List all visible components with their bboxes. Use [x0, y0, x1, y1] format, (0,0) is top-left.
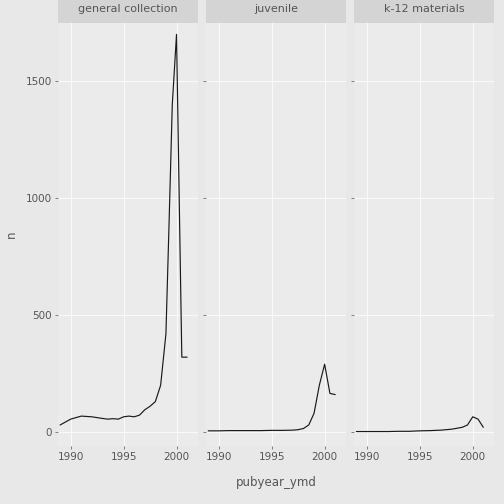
FancyBboxPatch shape: [354, 0, 494, 23]
Text: k-12 materials: k-12 materials: [384, 4, 464, 14]
Text: general collection: general collection: [78, 4, 177, 14]
FancyBboxPatch shape: [58, 0, 198, 23]
Text: juvenile: juvenile: [254, 4, 298, 14]
Text: n: n: [5, 231, 18, 238]
Text: pubyear_ymd: pubyear_ymd: [235, 476, 317, 489]
FancyBboxPatch shape: [206, 0, 346, 23]
